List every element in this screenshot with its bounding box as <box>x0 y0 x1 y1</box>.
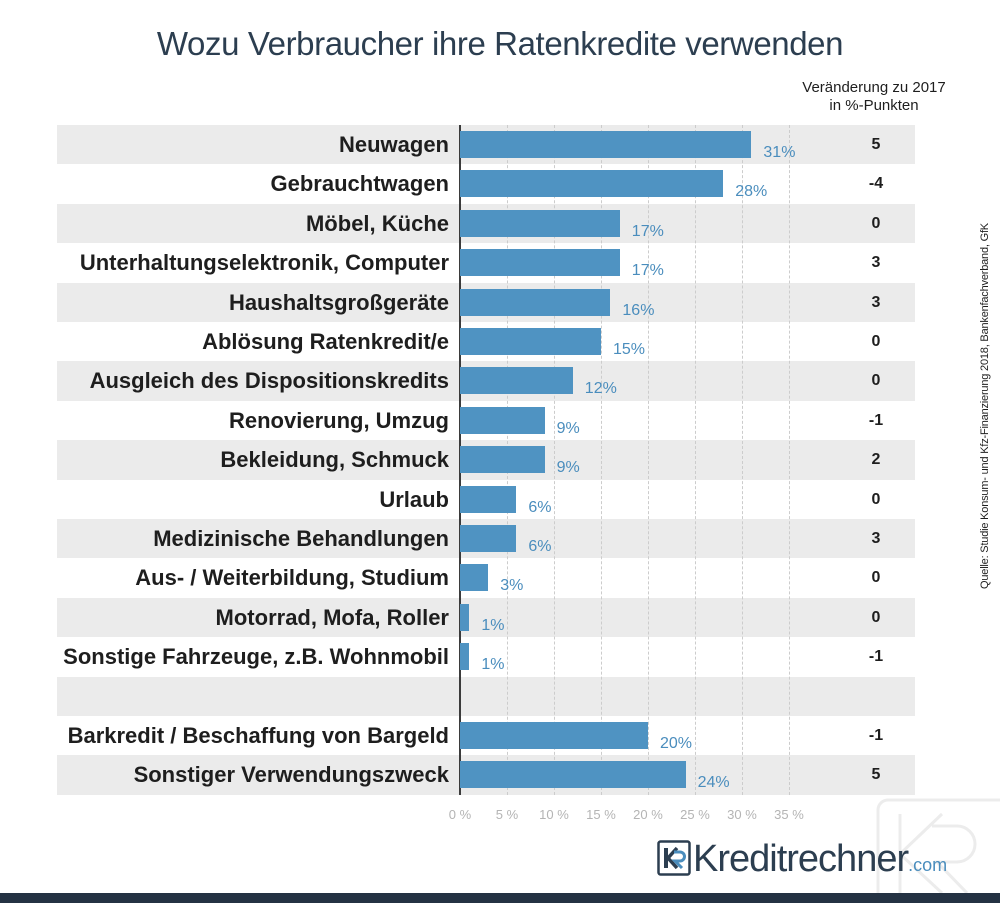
change-header-line-2: in %-Punkten <box>829 97 919 114</box>
bar <box>460 288 611 316</box>
x-gridline <box>601 125 602 795</box>
value-label: 17% <box>631 222 664 240</box>
x-tick-label: 35 % <box>774 807 804 822</box>
category-label: Bekleidung, Schmuck <box>220 447 449 473</box>
value-label: 31% <box>763 144 796 161</box>
bar <box>460 170 724 198</box>
category-label: Renovierung, Umzug <box>228 407 449 433</box>
bar <box>460 525 517 552</box>
bar <box>460 485 517 513</box>
x-tick-label: 5 % <box>495 807 519 822</box>
kr-logo-icon <box>657 840 691 876</box>
x-tick-label: 0 % <box>448 807 472 822</box>
x-tick-label: 10 % <box>539 807 569 822</box>
change-value: 5 <box>871 136 881 153</box>
value-label: 24% <box>697 774 730 792</box>
logo-text: Kreditrechner.com <box>693 837 947 881</box>
x-gridline <box>695 125 696 795</box>
value-label: 28% <box>735 183 768 201</box>
value-label: 12% <box>584 380 617 398</box>
value-label: 17% <box>631 262 664 280</box>
category-label: Gebrauchtwagen <box>270 171 449 197</box>
x-tick-label: 20 % <box>633 807 663 822</box>
bar <box>460 761 686 789</box>
x-gridline <box>742 125 743 795</box>
value-label: 16% <box>622 301 655 319</box>
x-tick-label: 30 % <box>727 807 757 822</box>
bar <box>460 564 489 592</box>
bar <box>460 328 601 355</box>
bar <box>460 131 752 158</box>
category-label: Sonstiger Verwendungszweck <box>133 762 449 788</box>
x-gridline <box>648 125 649 795</box>
x-gridline <box>789 125 790 795</box>
bar <box>460 367 573 395</box>
logo-domain-suffix: .com <box>908 855 948 875</box>
chart-title: Wozu Verbraucher ihre Ratenkredite verwe… <box>156 25 844 62</box>
category-label: Aus- / Weiterbildung, Studium <box>135 565 449 591</box>
x-tick-label: 15 % <box>586 807 616 822</box>
bar <box>460 603 470 631</box>
change-value: 0 <box>871 490 881 508</box>
change-value: 3 <box>871 530 881 547</box>
logo-wordmark: Kreditrechner <box>693 838 909 880</box>
value-label: 1% <box>481 616 505 634</box>
category-label: Möbel, Küche <box>305 210 449 236</box>
value-label: 9% <box>556 419 580 437</box>
value-label: 6% <box>528 498 552 516</box>
value-label: 9% <box>556 459 580 477</box>
value-label: 3% <box>500 577 524 595</box>
group-spacer-row <box>57 676 915 716</box>
category-label: Sonstige Fahrzeuge, z.B. Wohnmobil <box>63 644 449 670</box>
change-value: 5 <box>871 766 881 784</box>
category-label: Haushaltsgroßgeräte <box>228 289 449 315</box>
change-value: -1 <box>868 411 884 429</box>
value-label: 15% <box>613 341 646 358</box>
change-value: -1 <box>868 648 884 666</box>
x-gridline <box>554 125 555 795</box>
value-label: 1% <box>481 656 505 674</box>
value-label: 6% <box>528 538 552 555</box>
change-header-line-1: Veränderung zu 2017 <box>802 79 946 96</box>
category-label: Unterhaltungselektronik, Computer <box>79 250 449 276</box>
change-value: 0 <box>871 569 881 587</box>
bar <box>460 209 620 237</box>
value-label: 20% <box>660 735 693 752</box>
category-label: Motorrad, Mofa, Roller <box>215 604 449 630</box>
change-value: -4 <box>868 175 884 193</box>
change-column-header: Veränderung zu 2017 in %-Punkten <box>794 79 954 115</box>
change-value: 0 <box>871 214 881 232</box>
row-stripe <box>57 597 915 638</box>
category-label: Ausgleich des Dispositionskredits <box>89 368 449 394</box>
change-value: 0 <box>871 333 881 350</box>
bar <box>460 446 545 474</box>
change-value: 2 <box>871 451 881 469</box>
change-value: 3 <box>871 293 881 311</box>
kreditrechner-logo: Kreditrechner.com <box>657 836 947 882</box>
category-label: Ablösung Ratenkredit/e <box>202 329 449 354</box>
bar <box>460 249 620 277</box>
change-value: 0 <box>871 372 881 390</box>
bar <box>460 722 648 749</box>
change-value: 3 <box>871 254 881 272</box>
change-value: 0 <box>871 608 881 626</box>
category-label: Urlaub <box>379 486 449 512</box>
bar <box>460 406 545 434</box>
category-label: Barkredit / Beschaffung von Bargeld <box>67 723 449 748</box>
x-tick-label: 25 % <box>680 807 710 822</box>
category-label: Neuwagen <box>338 132 449 157</box>
category-label: Medizinische Behandlungen <box>153 526 449 551</box>
bar <box>460 643 470 671</box>
footer-bar <box>0 893 1000 903</box>
change-value: -1 <box>868 727 884 744</box>
source-note: Quelle: Studie Konsum- und Kfz-Finanzier… <box>979 223 991 589</box>
watermark-logo-icon <box>876 798 1000 893</box>
